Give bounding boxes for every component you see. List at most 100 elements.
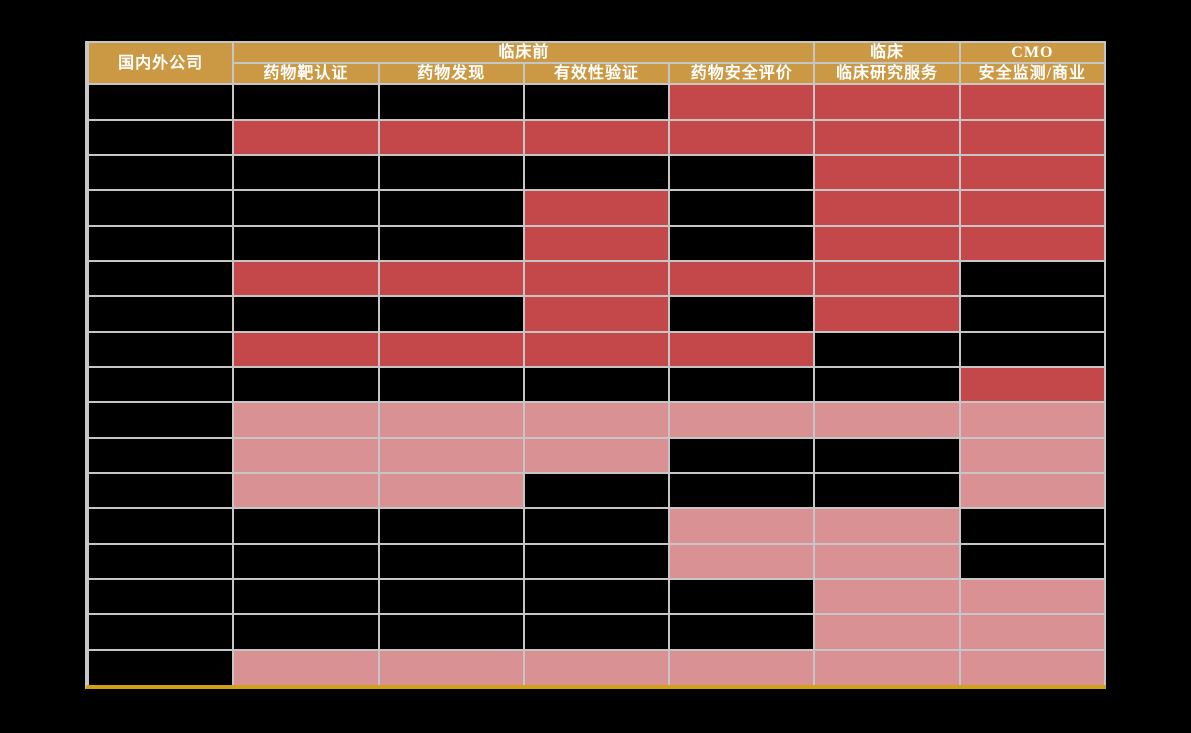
matrix-cell xyxy=(813,224,961,263)
matrix-cell xyxy=(958,507,1107,545)
matrix-cell xyxy=(377,401,525,439)
row-company-label xyxy=(86,260,235,298)
header-col-target-validation: 药物靶认证 xyxy=(232,62,380,86)
matrix-cell xyxy=(958,436,1107,474)
matrix-cell xyxy=(522,189,671,227)
matrix-cell xyxy=(668,613,816,651)
table-row xyxy=(86,330,1107,369)
matrix-cell xyxy=(813,542,961,580)
matrix-cell xyxy=(813,260,961,298)
matrix-cell xyxy=(668,118,816,157)
matrix-cell xyxy=(232,260,380,298)
matrix-cell xyxy=(377,577,525,616)
row-company-label xyxy=(86,577,235,616)
table-row xyxy=(86,260,1107,298)
header-col-safety-monitoring-commercial: 安全监测/商业 xyxy=(958,62,1107,86)
matrix-cell xyxy=(668,542,816,580)
table-row xyxy=(86,154,1107,192)
matrix-cell xyxy=(813,154,961,192)
matrix-cell xyxy=(377,189,525,227)
matrix-cell xyxy=(668,260,816,298)
table-row xyxy=(86,648,1107,685)
matrix-cell xyxy=(522,401,671,439)
matrix-cell xyxy=(232,648,380,685)
matrix-cell xyxy=(668,507,816,545)
row-company-label xyxy=(86,613,235,651)
matrix-cell xyxy=(958,577,1107,616)
header-col-drug-safety-evaluation: 药物安全评价 xyxy=(668,62,816,86)
row-company-label xyxy=(86,118,235,157)
table-header: 国内外公司 临床前 临床 CMO 药物靶认证 药物发现 有效性验证 药物安全评价… xyxy=(86,40,1107,86)
matrix-cell xyxy=(522,260,671,298)
matrix-cell xyxy=(377,295,525,333)
header-group-cmo: CMO xyxy=(958,40,1107,65)
table-row xyxy=(86,542,1107,580)
matrix-cell xyxy=(813,577,961,616)
matrix-cell xyxy=(813,507,961,545)
row-company-label xyxy=(86,330,235,369)
row-company-label xyxy=(86,436,235,474)
matrix-cell xyxy=(377,118,525,157)
row-company-label xyxy=(86,154,235,192)
table-row xyxy=(86,401,1107,439)
matrix-cell xyxy=(522,542,671,580)
matrix-cell xyxy=(958,648,1107,685)
matrix-cell xyxy=(958,542,1107,580)
matrix-cell xyxy=(522,436,671,474)
matrix-cell xyxy=(813,401,961,439)
table-row xyxy=(86,577,1107,616)
matrix-cell xyxy=(668,436,816,474)
row-company-label xyxy=(86,542,235,580)
matrix-cell xyxy=(958,613,1107,651)
matrix-cell xyxy=(232,189,380,227)
matrix-cell xyxy=(958,224,1107,263)
matrix-cell xyxy=(377,507,525,545)
matrix-cell xyxy=(668,471,816,510)
table-row xyxy=(86,365,1107,404)
matrix-cell xyxy=(232,401,380,439)
matrix-cell xyxy=(668,577,816,616)
matrix-cell xyxy=(813,436,961,474)
matrix-cell xyxy=(522,365,671,404)
matrix-cell xyxy=(668,295,816,333)
matrix-cell xyxy=(377,330,525,369)
matrix-cell xyxy=(522,648,671,685)
table-row xyxy=(86,436,1107,474)
matrix-cell xyxy=(232,295,380,333)
matrix-cell xyxy=(232,507,380,545)
matrix-cell xyxy=(232,577,380,616)
matrix-cell xyxy=(813,365,961,404)
matrix-cell xyxy=(813,471,961,510)
header-col-clinical-research-service: 临床研究服务 xyxy=(813,62,961,86)
matrix-cell xyxy=(522,224,671,263)
matrix-cell xyxy=(232,365,380,404)
matrix-cell xyxy=(522,154,671,192)
table-row xyxy=(86,471,1107,510)
matrix-cell xyxy=(668,401,816,439)
matrix-cell xyxy=(377,648,525,685)
matrix-cell xyxy=(377,542,525,580)
matrix-cell xyxy=(958,401,1107,439)
matrix-cell xyxy=(813,295,961,333)
table-row xyxy=(86,613,1107,651)
matrix-cell xyxy=(522,83,671,121)
table-row xyxy=(86,83,1107,121)
matrix-cell xyxy=(522,507,671,545)
header-col-drug-discovery: 药物发现 xyxy=(377,62,525,86)
matrix-cell xyxy=(232,154,380,192)
matrix-cell xyxy=(232,224,380,263)
matrix-cell xyxy=(813,118,961,157)
row-company-label xyxy=(86,189,235,227)
header-group-preclinical: 临床前 xyxy=(232,40,816,65)
header-group-clinical: 临床 xyxy=(813,40,961,65)
header-row-columns: 药物靶认证 药物发现 有效性验证 药物安全评价 临床研究服务 安全监测/商业 xyxy=(88,62,1107,86)
row-company-label xyxy=(86,365,235,404)
matrix-cell xyxy=(377,613,525,651)
row-company-label xyxy=(86,224,235,263)
matrix-cell xyxy=(377,224,525,263)
matrix-cell xyxy=(668,648,816,685)
matrix-cell xyxy=(958,330,1107,369)
matrix-cell xyxy=(232,542,380,580)
matrix-cell xyxy=(522,330,671,369)
matrix-cell xyxy=(958,154,1107,192)
